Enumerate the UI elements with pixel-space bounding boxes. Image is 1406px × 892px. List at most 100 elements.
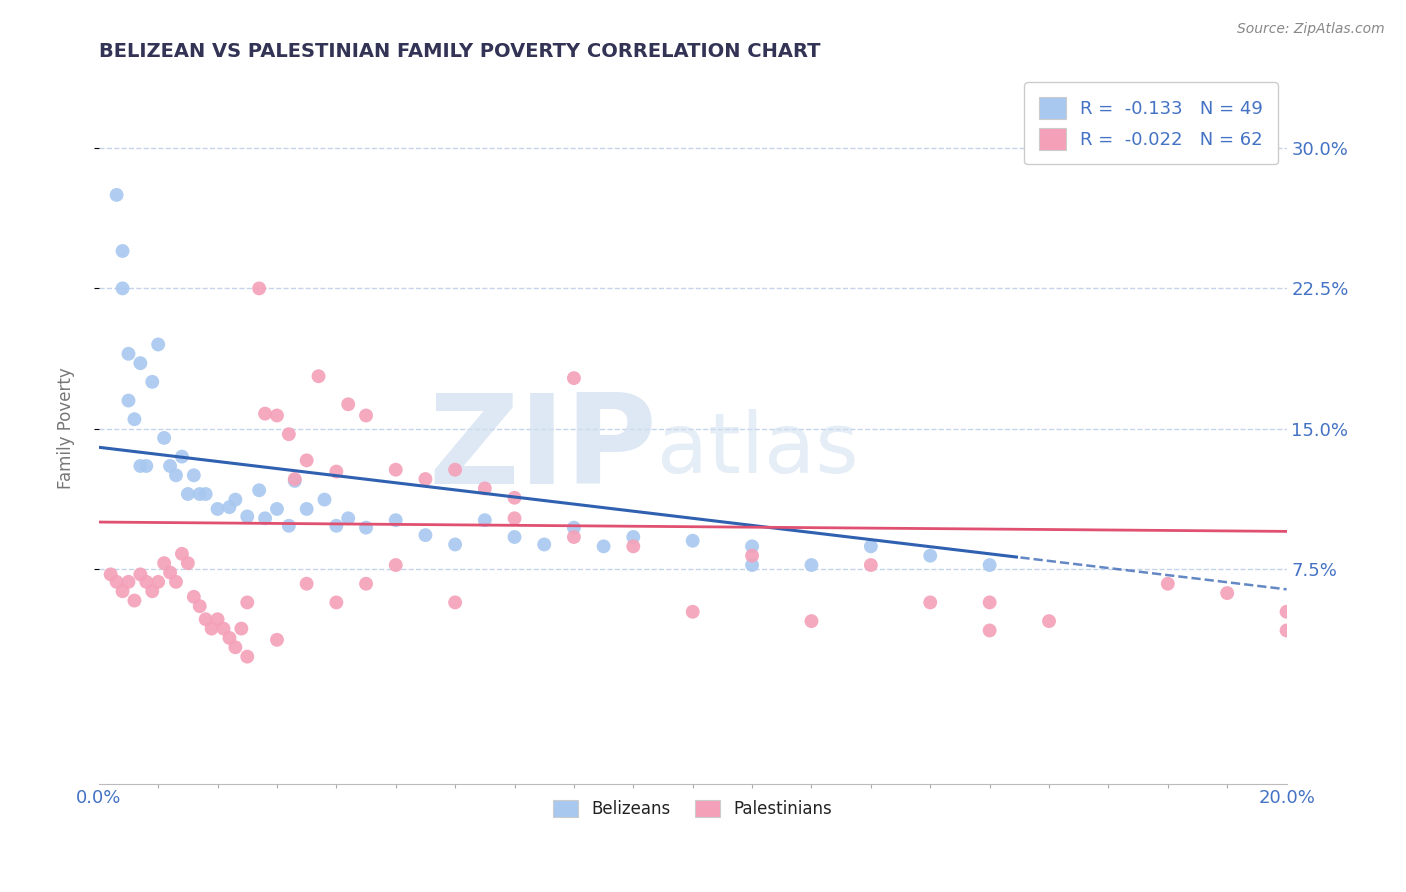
Point	[170, 547, 193, 561]
Point	[111, 584, 134, 599]
Point	[165, 574, 187, 589]
Point	[148, 574, 170, 589]
Point	[188, 599, 211, 614]
Point	[1038, 614, 1060, 628]
Point	[207, 502, 229, 516]
Point	[979, 558, 1001, 572]
Text: Source: ZipAtlas.com: Source: ZipAtlas.com	[1237, 22, 1385, 37]
Point	[741, 539, 763, 553]
Text: BELIZEAN VS PALESTINIAN FAMILY POVERTY CORRELATION CHART: BELIZEAN VS PALESTINIAN FAMILY POVERTY C…	[98, 42, 820, 61]
Point	[159, 458, 181, 473]
Legend: Belizeans, Palestinians: Belizeans, Palestinians	[546, 794, 839, 825]
Point	[1275, 605, 1298, 619]
Point	[384, 463, 406, 477]
Text: atlas: atlas	[657, 409, 859, 491]
Point	[177, 556, 200, 570]
Point	[153, 556, 176, 570]
Point	[254, 407, 277, 421]
Point	[117, 393, 139, 408]
Point	[207, 612, 229, 626]
Point	[979, 624, 1001, 638]
Point	[800, 558, 823, 572]
Point	[800, 614, 823, 628]
Point	[141, 375, 163, 389]
Point	[254, 511, 277, 525]
Point	[236, 649, 259, 664]
Point	[592, 539, 614, 553]
Point	[111, 281, 134, 295]
Point	[284, 472, 307, 486]
Point	[503, 511, 526, 525]
Point	[135, 458, 157, 473]
Point	[503, 530, 526, 544]
Point	[277, 427, 299, 442]
Point	[183, 468, 205, 483]
Point	[124, 593, 146, 607]
Point	[124, 412, 146, 426]
Point	[682, 605, 704, 619]
Point	[170, 450, 193, 464]
Point	[266, 632, 288, 647]
Point	[212, 622, 235, 636]
Point	[741, 549, 763, 563]
Point	[562, 530, 585, 544]
Point	[165, 468, 187, 483]
Y-axis label: Family Poverty: Family Poverty	[58, 368, 75, 490]
Point	[148, 337, 170, 351]
Point	[135, 574, 157, 589]
Point	[621, 539, 644, 553]
Point	[159, 566, 181, 580]
Point	[741, 558, 763, 572]
Point	[129, 356, 152, 370]
Point	[247, 281, 270, 295]
Point	[920, 595, 942, 609]
Point	[177, 487, 200, 501]
Point	[415, 472, 437, 486]
Point	[325, 465, 347, 479]
Point	[236, 595, 259, 609]
Point	[295, 502, 318, 516]
Point	[201, 622, 224, 636]
Point	[325, 595, 347, 609]
Point	[444, 463, 467, 477]
Point	[325, 518, 347, 533]
Point	[224, 640, 246, 655]
Point	[308, 369, 330, 384]
Point	[266, 502, 288, 516]
Point	[444, 595, 467, 609]
Point	[384, 513, 406, 527]
Point	[682, 533, 704, 548]
Point	[415, 528, 437, 542]
Point	[129, 567, 152, 582]
Point	[247, 483, 270, 498]
Point	[562, 521, 585, 535]
Point	[188, 487, 211, 501]
Point	[474, 513, 496, 527]
Point	[236, 509, 259, 524]
Point	[354, 521, 377, 535]
Point	[314, 492, 336, 507]
Point	[105, 574, 128, 589]
Point	[621, 530, 644, 544]
Point	[141, 584, 163, 599]
Point	[1275, 624, 1298, 638]
Point	[284, 474, 307, 488]
Point	[920, 549, 942, 563]
Point	[277, 518, 299, 533]
Point	[231, 622, 253, 636]
Point	[354, 409, 377, 423]
Point	[1216, 586, 1239, 600]
Point	[295, 453, 318, 467]
Point	[129, 458, 152, 473]
Text: ZIP: ZIP	[429, 390, 657, 510]
Point	[224, 492, 246, 507]
Point	[100, 567, 122, 582]
Point	[295, 576, 318, 591]
Point	[194, 612, 217, 626]
Point	[117, 347, 139, 361]
Point	[503, 491, 526, 505]
Point	[1157, 576, 1180, 591]
Point	[153, 431, 176, 445]
Point	[384, 558, 406, 572]
Point	[562, 371, 585, 385]
